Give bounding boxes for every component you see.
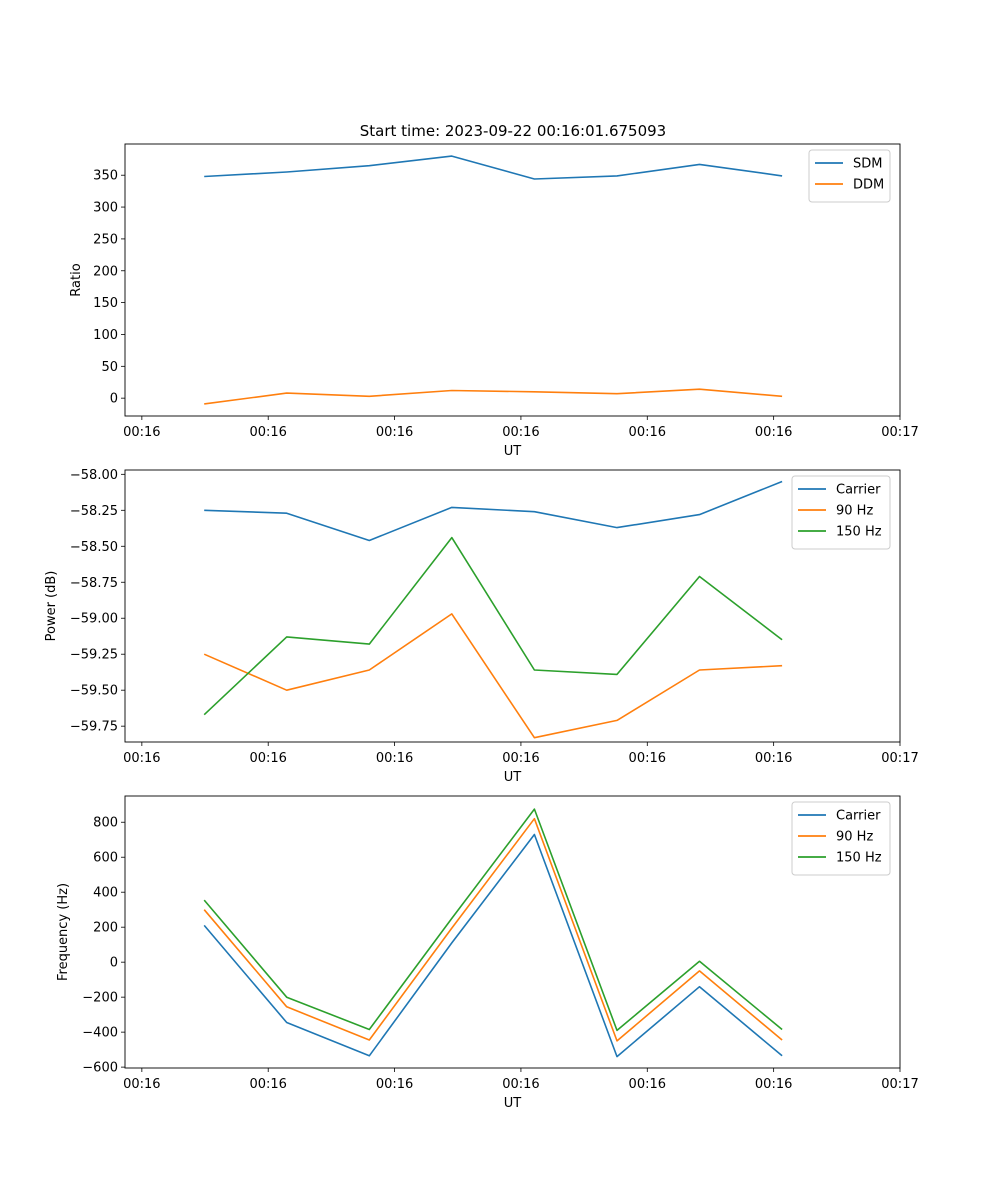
power-x-axis-label: UT	[504, 770, 522, 785]
power-x-tick-label: 00:16	[755, 751, 792, 766]
frequency-axes-frame	[124, 795, 901, 1069]
frequency-legend-label: 150 Hz	[836, 851, 882, 866]
frequency-x-tick-label: 00:16	[629, 1077, 666, 1092]
ratio-axes-frame	[124, 143, 901, 417]
frequency-series-90-hz	[203, 817, 783, 1042]
ratio-x-tick-label: 00:17	[881, 425, 918, 440]
ratio-y-tick-label: 200	[93, 264, 118, 279]
power-y-tick-label: −58.00	[70, 468, 118, 483]
ratio-legend-label: DDM	[853, 178, 884, 193]
power-y-tick-label: −59.25	[70, 648, 118, 663]
ratio-y-tick-label: 50	[101, 360, 118, 375]
power-y-tick-label: −58.75	[70, 576, 118, 591]
frequency-y-tick-label: −200	[82, 991, 118, 1006]
panel-ratio: 00:16 00:16 00:16 00:16 00:16 00:16 00:17 0 50 10…	[69, 143, 919, 459]
ratio-legend-label: SDM	[853, 157, 882, 172]
frequency-y-tick-label: 0	[110, 956, 118, 971]
frequency-series-150-hz	[203, 808, 783, 1032]
panel-power: 00:16 00:16 00:16 00:16 00:16 00:16 00:17 −59.7…	[44, 468, 919, 785]
frequency-y-tick-label: 200	[93, 921, 118, 936]
frequency-x-axis-label: UT	[504, 1096, 522, 1111]
power-axes-frame	[124, 469, 901, 743]
figure-title: Start time: 2023-09-22 00:16:01.675093	[360, 122, 666, 140]
ratio-y-tick-label: 300	[93, 201, 118, 216]
power-y-tick-label: −59.50	[70, 684, 118, 699]
ratio-x-tick-label: 00:16	[123, 425, 160, 440]
frequency-x-tick-label: 00:16	[123, 1077, 160, 1092]
frequency-x-tick-label: 00:16	[755, 1077, 792, 1092]
frequency-y-tick-label: 800	[93, 816, 118, 831]
frequency-y-tick-label: 400	[93, 886, 118, 901]
ratio-y-tick-label: 100	[93, 328, 118, 343]
ratio-x-tick-label: 00:16	[249, 425, 286, 440]
ratio-x-tick-label: 00:16	[376, 425, 413, 440]
power-y-tick-label: −58.25	[70, 504, 118, 519]
panel-frequency: 00:16 00:16 00:16 00:16 00:16 00:16 00:17 −600 −…	[56, 795, 919, 1111]
ratio-y-axis-label: Ratio	[69, 263, 84, 296]
power-legend-label: 90 Hz	[836, 504, 873, 519]
power-x-tick-label: 00:16	[249, 751, 286, 766]
power-legend-label: 150 Hz	[836, 525, 882, 540]
power-x-tick-label: 00:17	[881, 751, 918, 766]
power-series-carrier	[204, 480, 783, 542]
ratio-y-tick-label: 0	[110, 392, 118, 407]
ratio-x-tick-label: 00:16	[755, 425, 792, 440]
ratio-y-tick-label: 250	[93, 232, 118, 247]
ratio-y-tick-label: 150	[93, 296, 118, 311]
power-x-tick-label: 00:16	[123, 751, 160, 766]
power-series-90-hz	[203, 613, 783, 739]
frequency-y-tick-label: −400	[82, 1026, 118, 1041]
frequency-x-tick-label: 00:16	[249, 1077, 286, 1092]
frequency-y-tick-label: −600	[82, 1061, 118, 1076]
ratio-x-axis-label: UT	[504, 444, 522, 459]
ratio-x-tick-label: 00:16	[629, 425, 666, 440]
power-y-axis-label: Power (dB)	[44, 571, 59, 642]
frequency-x-tick-label: 00:16	[502, 1077, 539, 1092]
frequency-x-tick-label: 00:16	[376, 1077, 413, 1092]
frequency-y-axis-label: Frequency (Hz)	[56, 883, 71, 981]
frequency-y-tick-label: 600	[93, 851, 118, 866]
power-y-tick-label: −58.50	[70, 540, 118, 555]
power-y-tick-label: −59.75	[70, 720, 118, 735]
power-legend-label: Carrier	[836, 483, 881, 498]
frequency-x-tick-label: 00:17	[881, 1077, 918, 1092]
power-x-tick-label: 00:16	[629, 751, 666, 766]
power-x-tick-label: 00:16	[502, 751, 539, 766]
ratio-series-sdm	[204, 155, 783, 180]
ratio-x-tick-label: 00:16	[502, 425, 539, 440]
ratio-series-ddm	[204, 388, 783, 405]
frequency-legend-label: Carrier	[836, 809, 881, 824]
frequency-series-carrier	[203, 833, 783, 1058]
power-series-150-hz	[203, 536, 783, 716]
power-y-tick-label: −59.00	[70, 612, 118, 627]
frequency-legend-label: 90 Hz	[836, 830, 873, 845]
power-x-tick-label: 00:16	[376, 751, 413, 766]
ratio-y-tick-label: 350	[93, 169, 118, 184]
